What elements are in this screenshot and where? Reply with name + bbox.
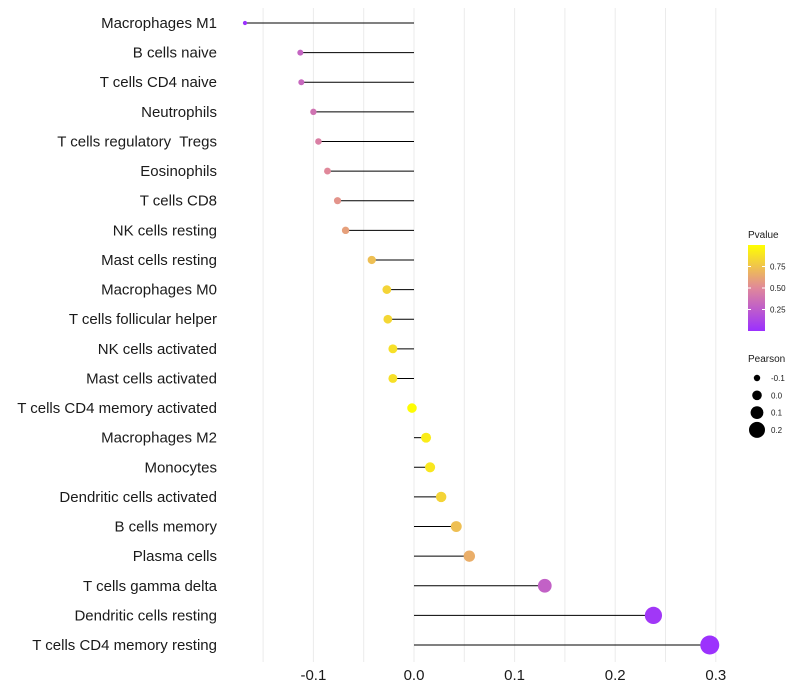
pvalue-tick-label: 0.75 [770,263,786,272]
data-point [297,49,304,56]
data-point [700,635,720,655]
pvalue-legend-title: Pvalue [748,230,779,241]
data-point [421,432,432,443]
data-point [367,255,376,265]
category-label: T cells CD8 [140,193,217,210]
category-label: NK cells resting [113,222,217,239]
category-label: Eosinophils [140,163,217,180]
x-tick-label: -0.1 [300,667,326,684]
pvalue-tick-label: 0.25 [770,306,786,315]
category-label: NK cells activated [98,341,217,358]
data-point [242,20,248,26]
category-labels: Macrophages M1 B cells naive T cells CD4 n… [17,15,217,654]
x-tick-label: 0.2 [605,667,626,684]
category-label: Dendritic cells resting [74,607,217,624]
category-label: Plasma cells [133,548,217,565]
x-tick-label: 0.3 [705,667,726,684]
category-label: B cells memory [114,519,217,536]
category-label: Mast cells activated [86,370,217,387]
x-tick-label: 0.0 [404,667,425,684]
data-point [298,79,305,86]
data-point [388,373,398,383]
data-point [341,226,350,235]
category-label: T cells gamma delta [83,578,218,595]
category-label: T cells CD4 naive [100,74,217,91]
data-point [425,462,436,473]
category-label: Macrophages M2 [101,430,217,447]
data-point [324,167,331,175]
data-point [315,138,322,145]
pearson-legend-label: 0.0 [771,391,783,400]
data-point [435,491,447,503]
pvalue-tick-label: 0.50 [770,284,786,293]
category-label: T cells CD4 memory activated [17,400,217,417]
pvalue-legend: Pvalue 0.25 0.50 0.75 [748,230,786,331]
pearson-legend-dot [750,406,764,419]
pearson-legend: Pearson -0.1 0.0 0.1 0.2 [748,354,785,438]
pvalue-colorbar [748,245,765,331]
pearson-legend-items: -0.1 0.0 0.1 0.2 [749,374,785,438]
pvalue-legend-ticks: 0.25 0.50 0.75 [748,263,786,315]
category-label: T cells CD4 memory resting [32,637,217,654]
data-point [333,197,342,205]
category-label: T cells regulatory Tregs [57,133,217,150]
data-point [537,578,552,593]
data-point [450,521,462,533]
pearson-legend-label: -0.1 [771,374,785,383]
category-label: Macrophages M1 [101,15,217,32]
data-point [644,606,663,625]
category-label: Neutrophils [141,104,217,121]
category-label: Dendritic cells activated [59,489,217,506]
data-point [388,344,398,354]
pearson-legend-label: 0.2 [771,426,783,435]
pearson-legend-dot [752,390,762,401]
category-label: T cells follicular helper [69,311,217,328]
pearson-legend-title: Pearson [748,354,785,365]
points [242,20,720,655]
category-label: Mast cells resting [101,252,217,269]
category-label: Monocytes [144,459,217,476]
data-point [407,403,417,413]
pearson-legend-label: 0.1 [771,409,783,418]
stems [244,22,710,646]
data-point [382,285,392,294]
grid-lines [262,8,717,662]
x-tick-labels: -0.1 0.0 0.1 0.2 0.3 [300,667,726,684]
x-tick-label: 0.1 [504,667,525,684]
category-label: B cells naive [133,45,217,62]
data-point [383,314,393,324]
pearson-legend-dot [753,374,761,382]
data-point [310,108,317,116]
data-point [463,550,476,562]
category-label: Macrophages M0 [101,282,217,299]
pearson-legend-dot [749,421,765,438]
